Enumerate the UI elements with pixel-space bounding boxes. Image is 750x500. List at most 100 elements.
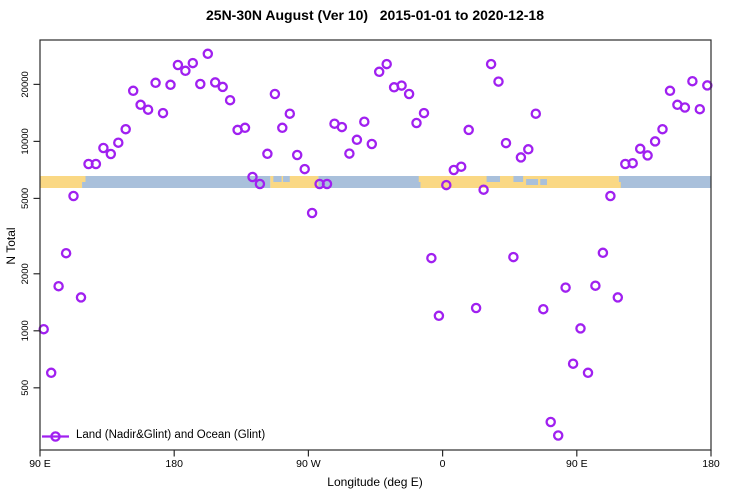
data-point [612,292,624,303]
data-point [567,358,579,369]
data-point [90,158,102,170]
data-point [642,150,653,161]
data-points [38,48,713,441]
data-point [135,99,146,111]
data-point [53,280,64,292]
data-point [478,184,489,195]
data-point [470,302,482,314]
data-point [702,80,713,91]
data-point [150,77,161,89]
data-point [560,282,571,293]
data-point [239,122,251,134]
data-point [403,88,415,100]
data-point [500,137,512,149]
data-point [142,104,154,115]
band-ocean-patch [526,179,539,185]
data-point [523,144,534,155]
data-point [552,430,564,441]
data-point [582,367,594,379]
band-land-patch [418,176,423,182]
data-point [687,75,698,87]
data-point [254,178,266,190]
band-land-patch [81,176,86,182]
data-point [381,58,392,70]
data-point [105,148,117,160]
data-point [224,94,236,106]
data-point [366,138,378,150]
data-point [209,77,221,88]
data-point [545,416,556,428]
y-tick-label: 500 [20,380,31,396]
x-tick-label: 90 W [296,458,321,470]
band-land-patch [617,182,621,188]
data-point [515,152,527,163]
data-point [597,247,609,259]
data-point [299,163,310,175]
data-point [694,103,706,115]
y-tick-label: 20000 [20,71,31,97]
data-point [75,292,87,303]
x-tick-label: 90 E [29,458,51,470]
data-point [60,247,72,259]
plot-border [39,39,712,451]
data-point [321,178,333,190]
data-point [441,179,452,191]
data-point [679,102,691,113]
data-point [157,107,169,119]
legend-label: Land (Nadir&Glint) and Ocean (Glint) [76,429,266,441]
data-point [396,80,407,91]
data-point [530,108,542,119]
data-point [359,116,370,127]
legend [42,431,69,442]
data-point [180,65,191,77]
band-ocean-patch [283,176,290,182]
y-tick-label: 2000 [20,263,31,284]
data-point [306,207,318,219]
data-point [217,81,228,93]
data-point [195,78,206,90]
data-point [455,161,467,172]
band-ocean-patch [540,179,547,185]
data-point [38,323,49,335]
data-point [627,157,638,169]
data-point [426,252,437,264]
data-point [262,148,273,160]
data-point [485,58,497,70]
axes: 90 E 180 90 W 0 90 E 180 500 1000 2000 5000 10000 2… [20,71,720,470]
data-point [508,251,519,263]
band-ocean-segment [318,176,421,188]
band-ocean-patch [486,176,501,182]
data-point [68,190,79,202]
data-point [605,190,616,202]
data-point [657,123,668,135]
data-point [202,48,214,60]
data-point [575,323,586,334]
data-point [247,171,258,183]
data-point [411,117,422,129]
data-point [634,143,646,155]
data-point [45,367,57,379]
x-tick-label: 180 [702,458,720,470]
land-ocean-band [40,176,711,188]
data-point [344,148,355,159]
band-ocean-patch [273,176,282,182]
data-point [165,79,176,91]
legend-marker-icon [50,431,61,442]
data-point [284,108,296,119]
data-point [127,85,139,97]
data-point [463,124,474,136]
x-tick-label: 0 [440,458,446,470]
data-point [649,136,661,147]
data-point [590,280,601,291]
band-ocean-segment [82,176,271,188]
data-point [277,122,288,134]
data-point [336,121,348,133]
data-point [187,57,199,69]
data-point [269,88,281,100]
band-land-segment [40,176,83,188]
data-point [120,123,131,135]
band-land-segment [270,176,319,188]
data-point [373,66,385,78]
